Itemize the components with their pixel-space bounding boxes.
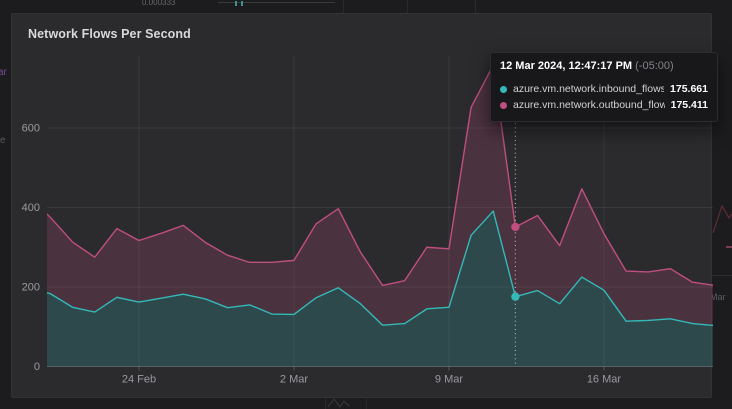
y-axis-tick-label: 200 — [22, 282, 40, 294]
background-sparkline-fragment — [327, 398, 350, 408]
x-axis-tick-label: 9 Mar — [435, 374, 463, 386]
inbound-line — [47, 210, 713, 327]
background-axis-label: Mar — [710, 292, 726, 302]
x-axis-tick-label: 2 Mar — [280, 374, 308, 386]
outbound-line — [47, 64, 713, 287]
background-table-divider — [407, 0, 408, 13]
chart-tooltip: 12 Mar 2024, 12:47:17 PM (-05:00) azure.… — [490, 52, 718, 122]
tooltip-row-outbound: azure.vm.network.outbound_flows 175.411 — [500, 97, 708, 113]
y-axis-tick-label: 0 — [34, 361, 40, 373]
background-chart-fragment — [712, 204, 732, 234]
background-table-divider — [366, 398, 367, 409]
outbound-series-value: 175.411 — [670, 99, 708, 111]
panel-title[interactable]: Network Flows Per Second — [28, 27, 191, 41]
hover-cursor — [511, 119, 520, 367]
inbound-series-color-dot — [500, 85, 507, 93]
y-axis-tick-label: 600 — [22, 123, 40, 135]
background-sparkline-tick — [235, 1, 237, 6]
x-axis-tick-label: 24 Feb — [122, 374, 156, 386]
inbound-area-fill — [47, 211, 713, 367]
inbound-series-name: azure.vm.network.inbound_flows — [513, 83, 665, 95]
tooltip-time-text: 12 Mar 2024, 12:47:17 PM — [500, 60, 633, 72]
background-link-text: ar — [0, 67, 7, 78]
tooltip-timestamp: 12 Mar 2024, 12:47:17 PM (-05:00) — [500, 60, 708, 73]
tooltip-timezone-text: (-05:00) — [635, 60, 674, 72]
background-text: e — [0, 135, 6, 146]
tooltip-row-inbound: azure.vm.network.inbound_flows 175.661 — [500, 81, 708, 97]
outbound-series-color-dot — [500, 101, 507, 109]
background-series-fragment — [726, 246, 732, 248]
outbound-hover-point — [511, 222, 520, 232]
background-table-divider — [325, 398, 326, 409]
x-axis-tick-label: 16 Mar — [587, 374, 622, 386]
background-metric-value: 0.000333 — [142, 0, 176, 7]
background-gridline-fragment — [712, 275, 732, 276]
background-sparkline-tick — [241, 1, 243, 6]
flow-chart[interactable]: 0 200 400 600 24 Feb 2 Mar 9 Mar 16 Mar — [12, 14, 713, 399]
inbound-series-value: 175.661 — [670, 83, 708, 95]
background-table-divider — [343, 0, 344, 13]
outbound-area-fill — [47, 65, 713, 326]
inbound-hover-point — [511, 292, 520, 301]
outbound-series-name: azure.vm.network.outbound_flows — [513, 99, 665, 111]
chart-gridlines: 0 200 400 600 24 Feb 2 Mar 9 Mar 16 Mar — [22, 56, 713, 386]
background-gridline-fragment — [218, 2, 335, 3]
background-table-divider — [475, 0, 476, 13]
chart-series — [47, 64, 713, 367]
x-axis — [47, 366, 713, 371]
y-axis-tick-label: 400 — [22, 202, 40, 214]
